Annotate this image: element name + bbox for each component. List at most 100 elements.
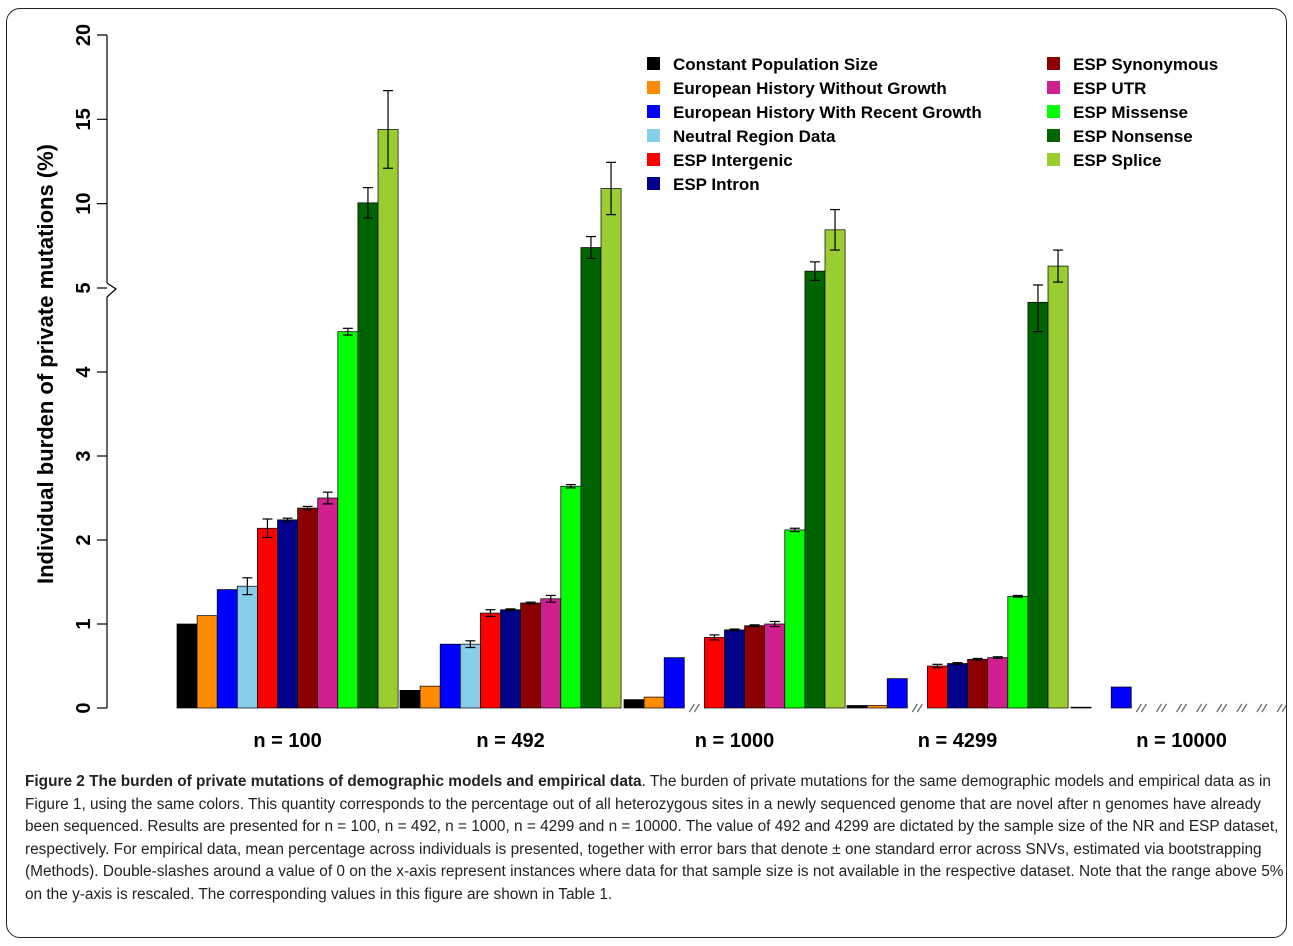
x-category-label: n = 4299 xyxy=(918,730,998,752)
legend-label: Constant Population Size xyxy=(673,55,878,74)
y-tick-label: 10 xyxy=(73,193,95,215)
bar xyxy=(377,129,399,709)
bar xyxy=(297,507,319,709)
bar xyxy=(419,685,441,709)
legend-label: ESP Splice xyxy=(1073,151,1162,170)
bar xyxy=(987,657,1009,709)
bar xyxy=(824,229,846,709)
legend-label: ESP UTR xyxy=(1073,79,1146,98)
bar xyxy=(1007,595,1029,709)
legend-item: ESP Intron xyxy=(647,175,760,194)
bar xyxy=(744,625,766,709)
legend-swatch xyxy=(647,153,660,166)
legend-item: ESP Splice xyxy=(1047,151,1162,170)
missing-data-slash xyxy=(1281,704,1286,713)
legend-item: Neutral Region Data xyxy=(647,127,836,146)
legend-item: ESP Missense xyxy=(1047,103,1188,122)
bar xyxy=(1070,706,1092,709)
missing-data-slash xyxy=(693,703,700,713)
bar xyxy=(1027,301,1049,709)
bar xyxy=(1110,686,1132,709)
legend: Constant Population Size European History… xyxy=(647,55,1218,194)
figure-frame: 0 1 2 3 4 5 10 15 20 n = 100 n = 492 n = 1000 n = 4… xyxy=(6,8,1287,938)
legend-item: Constant Population Size xyxy=(647,55,878,74)
bar xyxy=(1047,265,1069,709)
legend-item: ESP Intergenic xyxy=(647,151,793,170)
bar xyxy=(623,699,645,709)
legend-swatch xyxy=(647,177,660,190)
missing-data-slash xyxy=(916,703,923,713)
legend-item: ESP Nonsense xyxy=(1047,127,1193,146)
legend-swatch xyxy=(1047,153,1060,166)
legend-label: ESP Intron xyxy=(673,175,760,194)
figure-caption: Figure 2 The burden of private mutations… xyxy=(25,771,1286,907)
legend-swatch xyxy=(1047,129,1060,142)
legend-label: ESP Missense xyxy=(1073,103,1188,122)
x-axis-categories: n = 100 n = 492 n = 1000 n = 4299 n = 10000 xyxy=(253,730,1227,752)
bar xyxy=(236,585,258,709)
x-category-label: n = 1000 xyxy=(695,730,775,752)
bar xyxy=(337,331,359,709)
bar xyxy=(439,643,461,709)
missing-data-slash xyxy=(1140,703,1147,713)
bar xyxy=(317,497,339,709)
bar xyxy=(216,589,238,709)
legend-label: ESP Intergenic xyxy=(673,151,793,170)
missing-data-slash xyxy=(1196,703,1203,713)
bar xyxy=(724,629,745,709)
bars xyxy=(176,90,1132,709)
bar xyxy=(257,527,278,709)
missing-data-slash xyxy=(1201,703,1208,713)
missing-data-slash xyxy=(688,703,695,713)
bar xyxy=(927,665,948,709)
bar xyxy=(846,705,868,709)
legend-swatch xyxy=(1047,105,1060,118)
bar xyxy=(784,529,806,709)
missing-data-slash xyxy=(1176,703,1183,713)
x-category-label: n = 100 xyxy=(253,730,321,752)
bar xyxy=(967,658,989,709)
legend-item: ESP UTR xyxy=(1047,79,1146,98)
bar xyxy=(804,270,826,709)
bar xyxy=(866,705,888,709)
missing-data-slash xyxy=(1256,703,1263,713)
bar xyxy=(704,637,725,709)
legend-item: European History With Recent Growth xyxy=(647,103,982,122)
bar xyxy=(277,519,298,709)
bar xyxy=(399,690,421,709)
legend-item: European History Without Growth xyxy=(647,79,947,98)
bar xyxy=(176,623,198,709)
missing-data-slash xyxy=(1236,703,1243,713)
missing-data-slash xyxy=(1261,703,1268,713)
x-category-label: n = 492 xyxy=(476,730,544,752)
bar xyxy=(459,643,481,709)
y-tick-label: 1 xyxy=(73,618,95,629)
legend-swatch xyxy=(647,105,660,118)
missing-data-slash xyxy=(1241,703,1248,713)
bar xyxy=(500,609,521,709)
bar xyxy=(663,657,685,709)
legend-swatch xyxy=(1047,57,1060,70)
legend-label: ESP Synonymous xyxy=(1073,55,1218,74)
bar xyxy=(357,202,379,709)
y-tick-label: 5 xyxy=(73,282,95,293)
bar xyxy=(886,678,908,709)
bar xyxy=(600,188,622,709)
missing-data-slash xyxy=(911,703,918,713)
y-tick-label: 15 xyxy=(73,108,95,130)
x-category-label: n = 10000 xyxy=(1136,730,1227,752)
legend-label: European History Without Growth xyxy=(673,79,947,98)
y-tick-label: 20 xyxy=(73,24,95,46)
legend-swatch xyxy=(647,129,660,142)
bar xyxy=(764,623,786,709)
legend-label: ESP Nonsense xyxy=(1073,127,1193,146)
legend-swatch xyxy=(647,57,660,70)
bar xyxy=(196,615,218,709)
caption-body: . The burden of private mutations for th… xyxy=(25,773,1284,903)
missing-data-markers xyxy=(688,703,1286,713)
y-tick-label: 3 xyxy=(73,450,95,461)
y-tick-label: 4 xyxy=(73,366,95,378)
bar-chart: 0 1 2 3 4 5 10 15 20 n = 100 n = 492 n = 1000 n = 4… xyxy=(33,24,1286,752)
bar xyxy=(580,247,602,709)
legend-label: Neutral Region Data xyxy=(673,127,836,146)
